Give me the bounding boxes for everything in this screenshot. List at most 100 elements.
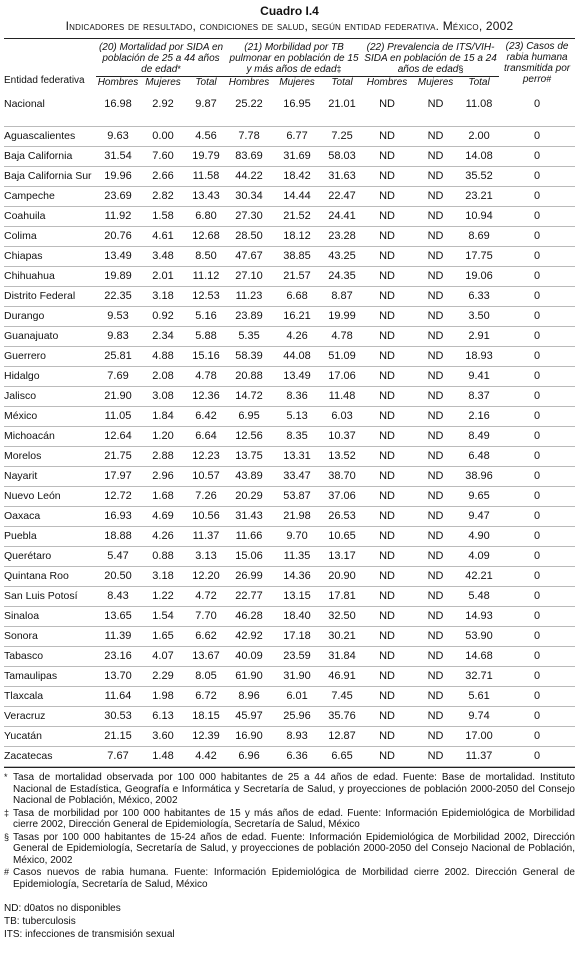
entity-name: México — [4, 406, 96, 427]
cell-value: 18.93 — [459, 346, 500, 367]
cell-value: 12.56 — [226, 426, 273, 447]
cell-value: 15.16 — [186, 346, 227, 367]
cell-value: 14.93 — [459, 606, 500, 627]
entity-name: Guanajuato — [4, 326, 96, 347]
cell-value: 27.30 — [226, 206, 273, 227]
header-morbidity-tb-label: (21) Morbilidad por TB pulmonar en pobla… — [229, 42, 359, 75]
cell-value: 20.90 — [322, 566, 363, 587]
cell-value: 13.52 — [322, 446, 363, 467]
cell-value: ND — [362, 746, 413, 767]
entity-header: Entidad federativa — [4, 75, 85, 86]
cell-value: 0.00 — [140, 126, 186, 147]
cell-value: ND — [412, 88, 460, 127]
cell-value: ND — [362, 346, 413, 367]
cell-value: ND — [412, 186, 460, 207]
cell-value: ND — [412, 426, 460, 447]
cell-value: ND — [362, 146, 413, 167]
cell-value: 11.66 — [226, 526, 273, 547]
table-row: Veracruz 30.53 6.13 18.15 45.97 25.96 35.76 ND N… — [4, 706, 576, 727]
cell-value: ND — [412, 446, 460, 467]
cell-value: 0 — [499, 146, 576, 167]
cell-value: 12.23 — [186, 446, 227, 467]
cell-value: 6.62 — [186, 626, 227, 647]
cell-value: 12.39 — [186, 726, 227, 747]
cell-value: 0 — [499, 266, 576, 287]
cell-value: 13.15 — [272, 586, 323, 607]
cell-value: 32.50 — [322, 606, 363, 627]
cell-value: 19.79 — [186, 146, 227, 167]
cell-value: 4.88 — [140, 346, 186, 367]
cell-value: 0 — [499, 166, 576, 187]
cell-value: 1.84 — [140, 406, 186, 427]
cell-value: ND — [412, 246, 460, 267]
cell-value: 13.67 — [186, 646, 227, 667]
cell-value: 21.90 — [96, 386, 140, 407]
table-row: Sinaloa 13.65 1.54 7.70 46.28 18.40 32.50 ND ND 1… — [4, 606, 576, 627]
cell-value: 2.08 — [140, 366, 186, 387]
cell-value: 8.37 — [459, 386, 500, 407]
cell-value: 9.41 — [459, 366, 500, 387]
table-title-main: Indicadores de resultado, condiciones de… — [65, 19, 483, 33]
cell-value: 7.70 — [186, 606, 227, 627]
cell-value: 45.97 — [226, 706, 273, 727]
cell-value: 4.72 — [186, 586, 227, 607]
cell-value: 0 — [499, 226, 576, 247]
footnote: ‡ Tasa de morbilidad por 100 000 habitant… — [4, 808, 575, 831]
cell-value: ND — [362, 386, 413, 407]
cell-value: 10.57 — [186, 466, 227, 487]
footnote-mark-dagger: ‡ — [336, 64, 342, 74]
cell-value: 13.31 — [272, 446, 323, 467]
cell-value: 3.48 — [140, 246, 186, 267]
cell-value: 5.61 — [459, 686, 500, 707]
cell-value: ND — [362, 526, 413, 547]
cell-value: 4.07 — [140, 646, 186, 667]
cell-value: 11.23 — [226, 286, 273, 307]
cell-value: 0 — [499, 406, 576, 427]
cell-value: 58.03 — [322, 146, 363, 167]
top-rule — [4, 38, 575, 39]
cell-value: 8.96 — [226, 686, 273, 707]
cell-value: 21.98 — [272, 506, 323, 527]
cell-value: 9.87 — [186, 88, 227, 127]
cell-value: 17.00 — [459, 726, 500, 747]
cell-value: ND — [412, 506, 460, 527]
cell-value: 6.01 — [272, 686, 323, 707]
cell-value: 0 — [499, 88, 576, 127]
cell-value: 6.96 — [226, 746, 273, 767]
cell-value: 11.92 — [96, 206, 140, 227]
cell-value: 21.57 — [272, 266, 323, 287]
cell-value: 6.77 — [272, 126, 323, 147]
cell-value: 0.88 — [140, 546, 186, 567]
cell-value: ND — [362, 666, 413, 687]
entity-name: San Luis Potosí — [4, 586, 96, 607]
cell-value: 10.56 — [186, 506, 227, 527]
footnote-mark: § — [4, 831, 10, 842]
table-row: Colima 20.76 4.61 12.68 28.50 18.12 23.28 ND ND 8… — [4, 226, 576, 247]
table-row: Michoacán 12.64 1.20 6.64 12.56 8.35 10.37 ND ND… — [4, 426, 576, 447]
cell-value: 4.42 — [186, 746, 227, 767]
table-row: Aguascalientes 9.63 0.00 4.56 7.78 6.77 7.25 ND… — [4, 126, 576, 147]
cell-value: 0 — [499, 626, 576, 647]
cell-value: 0 — [499, 586, 576, 607]
table-row: Chiapas 13.49 3.48 8.50 47.67 38.85 43.25 ND ND 1… — [4, 246, 576, 267]
cell-value: 24.41 — [322, 206, 363, 227]
table-row: Campeche 23.69 2.82 13.43 30.34 14.44 22.47 ND N… — [4, 186, 576, 207]
footnote-text: Tasa de morbilidad por 100 000 habitante… — [13, 807, 575, 831]
cell-value: ND — [412, 746, 460, 767]
cell-value: ND — [412, 306, 460, 327]
cell-value: ND — [412, 466, 460, 487]
cell-value: 1.20 — [140, 426, 186, 447]
cell-value: 0 — [499, 666, 576, 687]
cell-value: ND — [412, 646, 460, 667]
cell-value: 5.16 — [186, 306, 227, 327]
entity-name: Nuevo León — [4, 486, 96, 507]
cell-value: 17.81 — [322, 586, 363, 607]
entity-name: Michoacán — [4, 426, 96, 447]
cell-value: 8.87 — [322, 286, 363, 307]
cell-value: 0 — [499, 206, 576, 227]
cell-value: 1.65 — [140, 626, 186, 647]
cell-value: 21.01 — [322, 88, 363, 127]
cell-value: 25.81 — [96, 346, 140, 367]
entity-name: Distrito Federal — [4, 286, 96, 307]
cell-value: ND — [362, 306, 413, 327]
